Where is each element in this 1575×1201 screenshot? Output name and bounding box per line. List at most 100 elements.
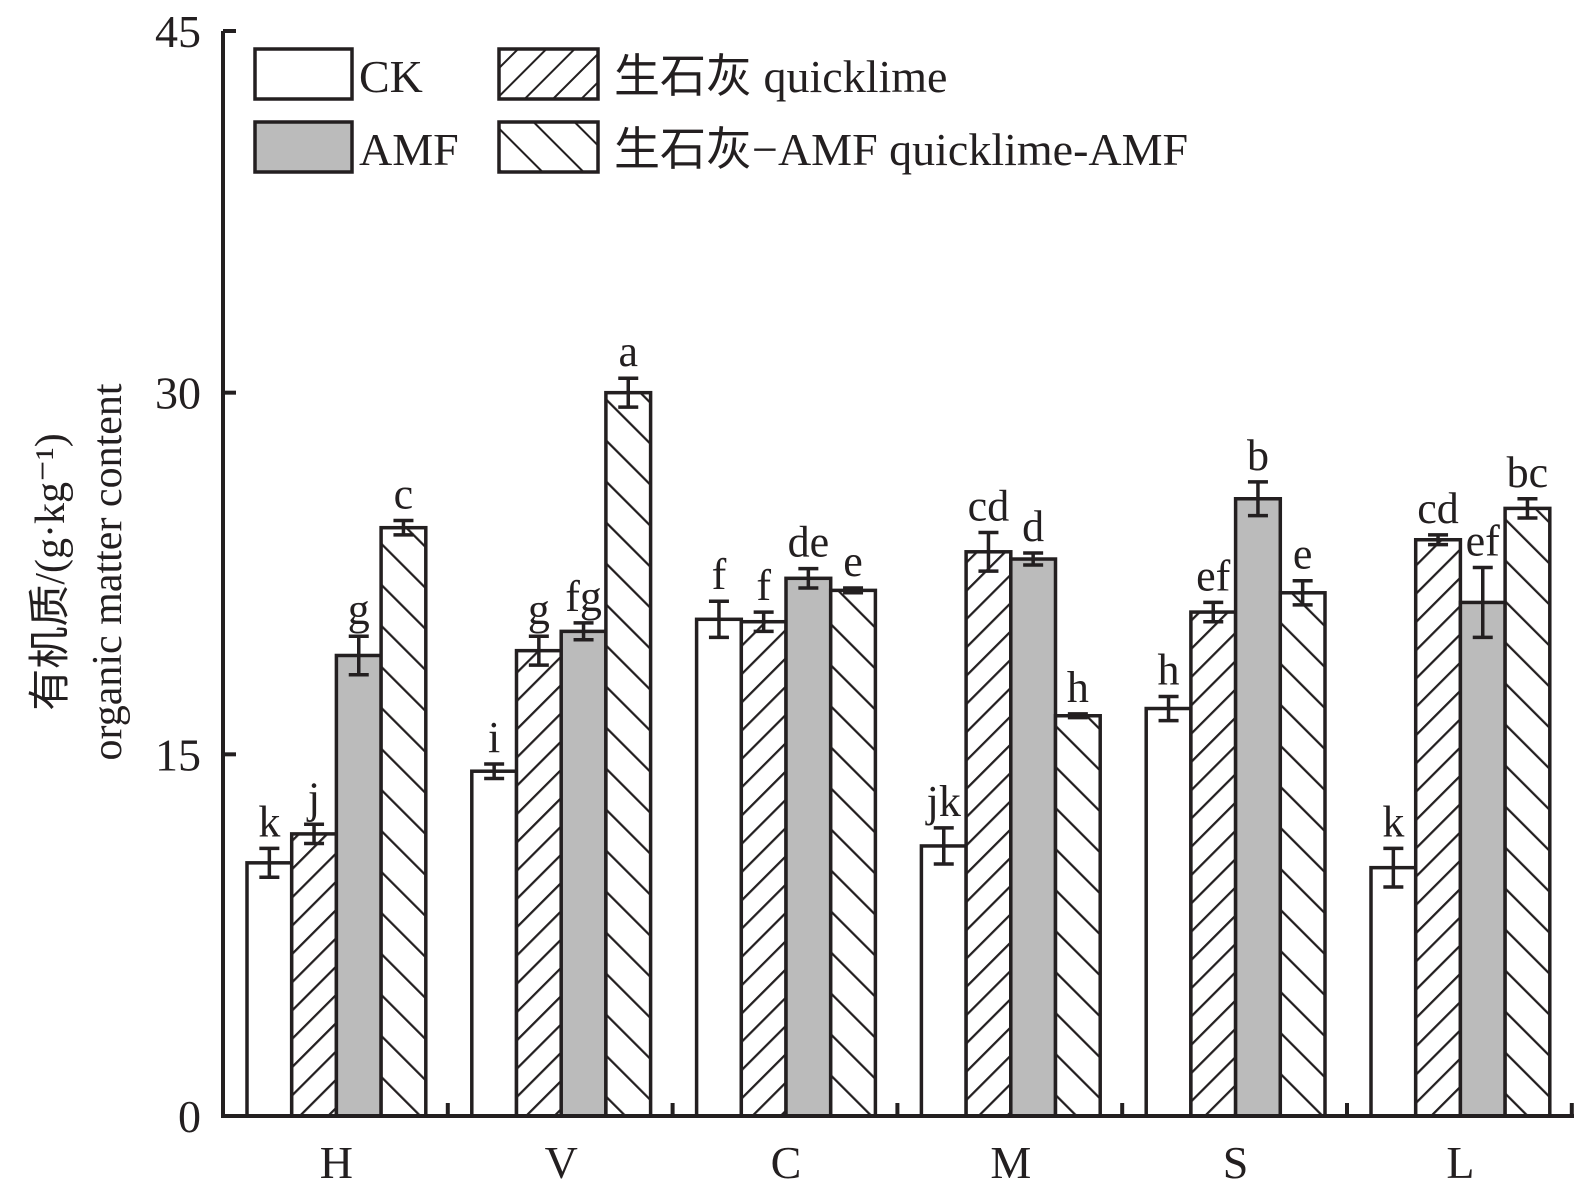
legend-item-amf: AMF [253, 120, 459, 175]
error-bar [1203, 600, 1224, 624]
error-bar [753, 610, 774, 634]
x-tick-label: L [1446, 1137, 1474, 1188]
bar [514, 648, 563, 1118]
bar [784, 576, 833, 1118]
error-bar [708, 599, 729, 640]
legend-swatch-quicklime-amf [497, 120, 600, 174]
x-tick-label: M [990, 1137, 1031, 1188]
bar [1413, 537, 1463, 1118]
error-bar [1292, 578, 1313, 607]
bar [1189, 610, 1238, 1118]
bar [694, 617, 744, 1118]
significance-letter: h [1158, 645, 1180, 694]
y-axis-title-line1: 有机质/(g·kg⁻¹) [28, 433, 74, 710]
x-tick-label: S [1223, 1137, 1249, 1188]
error-bar [484, 762, 505, 781]
legend: CK 生石灰 quicklime AMF 生石灰−AMF quicklime-A… [253, 47, 1188, 175]
error-bar [933, 826, 954, 866]
bars-layer [245, 376, 1552, 1118]
significance-letter: a [618, 327, 638, 376]
bar [1278, 591, 1327, 1118]
significance-letter: k [1382, 797, 1404, 846]
bar [1503, 506, 1552, 1118]
error-bar [1023, 551, 1044, 567]
legend-item-quicklime-amf: 生石灰−AMF quicklime-AMF [497, 120, 1188, 175]
error-bar [978, 530, 999, 573]
legend-item-ck: CK [253, 47, 423, 102]
significance-letter: g [528, 585, 550, 634]
error-bar [1472, 565, 1493, 640]
error-bar [1517, 497, 1538, 520]
error-bar [1158, 694, 1179, 723]
legend-label-ck: CK [359, 51, 423, 102]
bar [1144, 706, 1193, 1118]
legend-label-quicklime: 生石灰 quicklime [614, 51, 947, 102]
error-bar [618, 376, 639, 409]
error-bar [843, 586, 864, 595]
significance-letter: cd [1417, 484, 1459, 533]
y-tick-label: 15 [155, 729, 201, 780]
significance-letter: ef [1466, 516, 1501, 565]
bar [1458, 600, 1507, 1118]
significance-letter: de [788, 518, 830, 567]
bar [1009, 557, 1058, 1118]
error-bar [1428, 533, 1449, 547]
significance-letter: h [1067, 663, 1089, 712]
bar [919, 844, 968, 1118]
error-bar [348, 634, 369, 677]
significance-letter: j [306, 773, 320, 822]
legend-swatch-ck [253, 47, 354, 101]
y-tick-label: 0 [178, 1091, 201, 1142]
bar [245, 861, 294, 1118]
significance-letter: d [1022, 502, 1044, 551]
bar [289, 832, 339, 1118]
y-tick-label: 30 [155, 368, 201, 419]
bar [334, 653, 383, 1118]
x-tick-label: C [771, 1137, 802, 1188]
bar [1053, 714, 1102, 1118]
error-bar [1247, 480, 1268, 518]
bar [739, 619, 788, 1118]
significance-letter: b [1247, 431, 1269, 480]
significance-letter: k [258, 797, 280, 846]
significance-letter: c [394, 469, 414, 518]
significance-letter: f [756, 561, 771, 610]
significance-letter: g [348, 585, 370, 634]
bar [604, 390, 653, 1118]
error-bar [393, 518, 414, 537]
significance-letter: i [488, 713, 500, 762]
bar [828, 588, 878, 1118]
legend-label-quicklime-amf: 生石灰−AMF quicklime-AMF [614, 124, 1188, 175]
bar [470, 769, 519, 1118]
significance-letter: fg [565, 572, 602, 621]
x-tick-label: V [545, 1137, 578, 1188]
legend-item-quicklime: 生石灰 quicklime [497, 47, 947, 102]
error-bar [798, 566, 819, 590]
significance-letter: cd [968, 482, 1010, 531]
significance-letter: f [712, 550, 727, 599]
y-tick-label: 45 [155, 6, 201, 57]
bar [1233, 497, 1283, 1118]
error-bar [304, 822, 325, 846]
bar [379, 525, 428, 1118]
bar [1369, 865, 1418, 1118]
legend-swatch-quicklime [497, 47, 600, 101]
bar [559, 629, 608, 1118]
y-axis-title: 有机质/(g·kg⁻¹) organic matter content [28, 383, 131, 760]
error-bar [1067, 712, 1088, 720]
legend-swatch-amf [253, 120, 354, 174]
error-bar [528, 634, 549, 667]
significance-letter: e [1293, 530, 1313, 579]
legend-label-amf: AMF [359, 124, 459, 175]
significance-letter: bc [1507, 448, 1549, 497]
y-ticks: 0 15 30 45 [155, 6, 236, 1142]
x-ticks [445, 1103, 1574, 1116]
error-bar [1383, 846, 1404, 889]
x-tick-label: H [320, 1137, 353, 1188]
error-bar [573, 621, 594, 642]
significance-letter: jk [925, 777, 961, 826]
significance-letter: e [843, 537, 863, 586]
